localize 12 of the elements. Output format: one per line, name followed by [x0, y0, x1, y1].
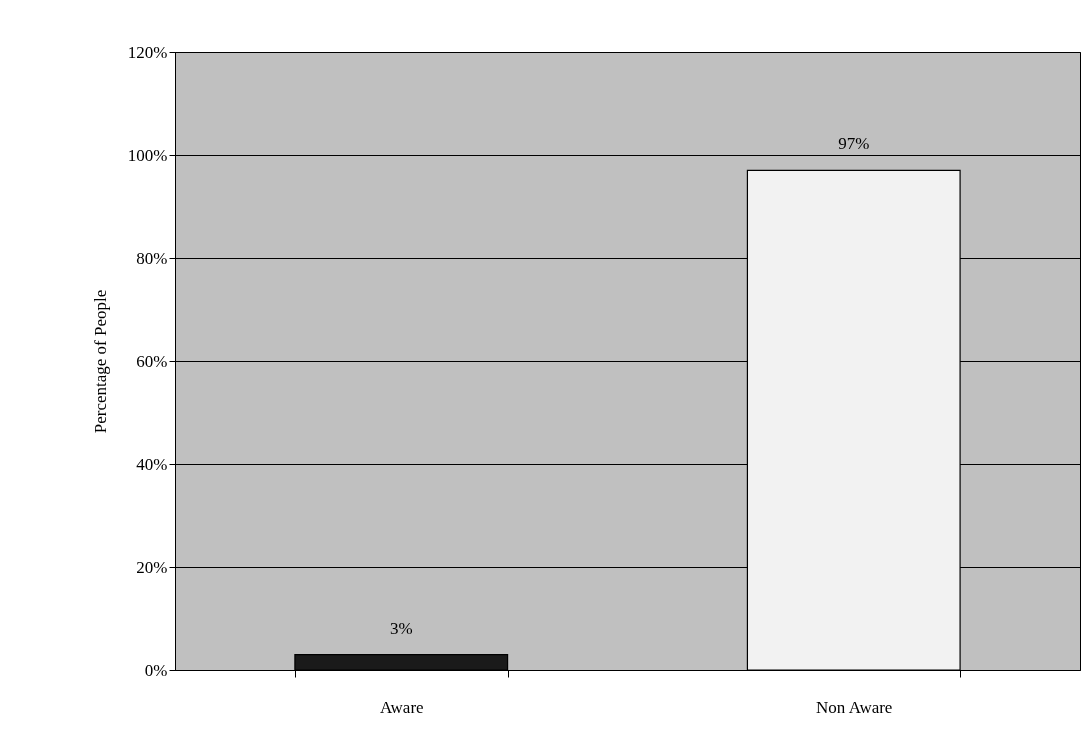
data-label: 97% [838, 134, 870, 154]
x-tick-label: Aware [379, 697, 424, 717]
x-tick-label: Non Aware [816, 697, 893, 717]
data-label: 3% [389, 618, 413, 638]
y-tick-label: 100% [127, 145, 168, 165]
y-tick-label: 60% [136, 351, 168, 371]
y-tick-label: 40% [136, 454, 168, 474]
y-tick-label: 20% [136, 557, 168, 577]
y-tick-label: 0% [144, 660, 168, 680]
y-axis-title: Percentage of People [90, 289, 110, 434]
y-tick-label: 80% [136, 248, 168, 268]
y-tick-label: 120% [127, 42, 168, 62]
